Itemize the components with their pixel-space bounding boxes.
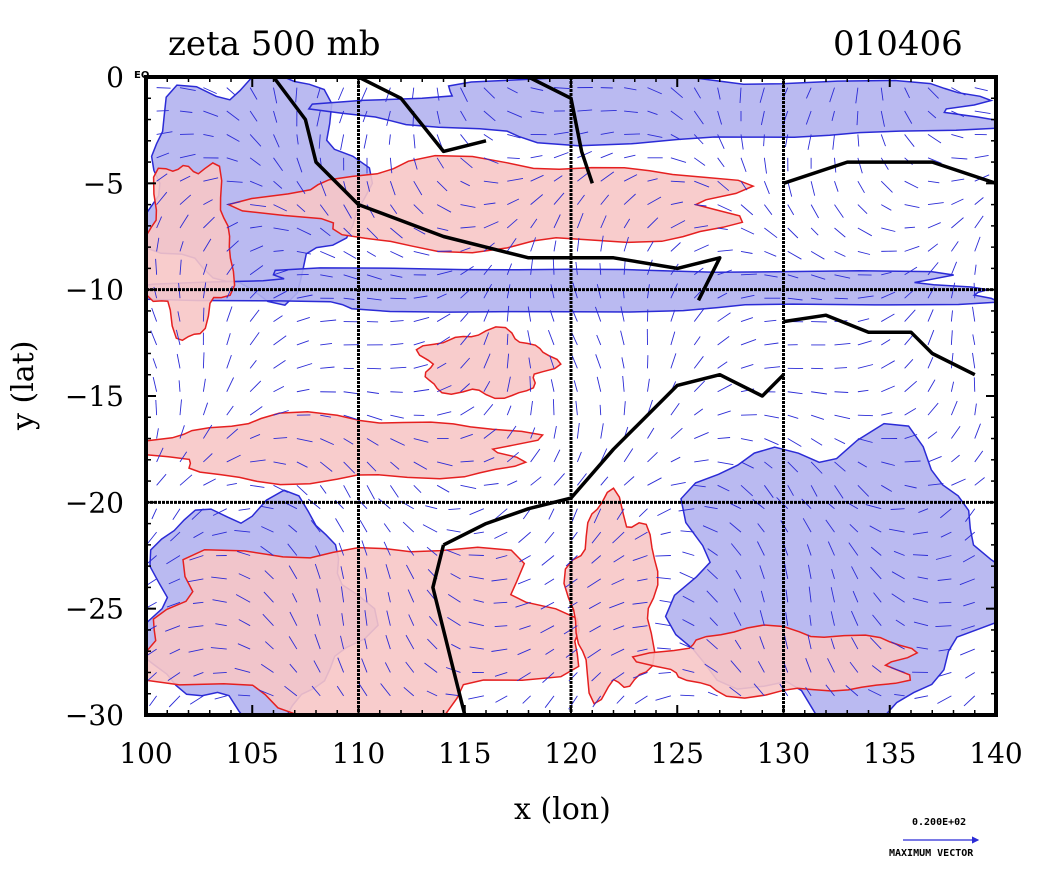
wind-vector [624, 134, 640, 135]
wind-vector [858, 415, 873, 416]
x-tick-label: 115 [438, 737, 491, 770]
x-tick-label: 125 [651, 737, 704, 770]
max-vector-value: 0.200E+02 [912, 817, 966, 828]
y-tick-label: −10 [65, 274, 124, 307]
x-tick-label: 100 [119, 737, 172, 770]
x-tick-label: 140 [969, 737, 1022, 770]
wind-vector [390, 298, 406, 299]
y-tick-label: 0 [106, 61, 124, 94]
x-axis-label: x (lon) [514, 792, 611, 827]
wind-vector [203, 308, 204, 322]
wind-vector [655, 556, 671, 557]
x-tick-label: 135 [863, 737, 916, 770]
y-tick-label: −20 [65, 486, 124, 519]
y-tick-label: −30 [65, 699, 124, 732]
y-axis-label: y (lat) [6, 341, 41, 430]
wind-vector [939, 602, 951, 603]
x-tick-label: 130 [757, 737, 810, 770]
wind-vector [390, 392, 402, 393]
max-vector-label: MAXIMUM VECTOR [889, 848, 973, 859]
chart-title: zeta 500 mb [168, 24, 380, 64]
x-tick-label: 105 [226, 737, 279, 770]
wind-vector [203, 352, 204, 368]
wind-vector [553, 399, 554, 415]
y-tick-label: −5 [83, 167, 124, 200]
x-tick-label: 120 [544, 737, 597, 770]
x-tick-label: 110 [332, 737, 385, 770]
y-tick-label: −25 [65, 593, 124, 626]
equator-label: EQ [134, 70, 149, 81]
chart-date: 010406 [833, 24, 963, 64]
wind-vector [157, 88, 171, 89]
wind-vector [469, 555, 484, 556]
y-tick-label: −15 [65, 380, 124, 413]
wind-vector [601, 110, 617, 111]
wind-vector [835, 298, 848, 299]
